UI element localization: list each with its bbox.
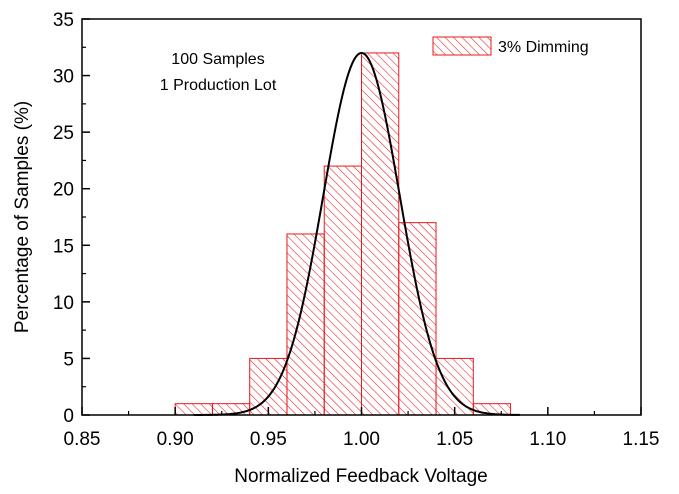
x-tick-label: 1.15 [623,429,660,450]
annotation-production-lot: 1 Production Lot [160,77,277,94]
y-tick-label: 25 [53,123,74,144]
histogram-bar-4 [323,165,363,416]
y-axis-title: Percentage of Samples (%) [12,101,33,333]
x-tick-label: 1.00 [343,429,380,450]
x-tick-label: 1.10 [529,429,566,450]
histogram-bar-0 [174,403,213,416]
x-tick-label: 0.95 [250,429,287,450]
histogram-bar-5 [361,52,400,416]
y-axis-ticks: 0 5 10 15 20 25 30 35 [53,10,90,427]
annotation-sample-count: 100 Samples [171,51,264,68]
y-tick-label: 0 [63,406,74,427]
histogram-bar-3 [286,233,325,416]
gaussian-fit-curve [193,51,520,416]
y-tick-label: 20 [53,180,74,201]
x-axis-title: Normalized Feedback Voltage [234,466,487,487]
histogram-bar-6 [398,222,437,416]
y-tick-label: 10 [53,293,74,314]
x-tick-label: 1.05 [436,429,473,450]
y-tick-label: 5 [63,349,74,370]
x-axis-ticks: 0.85 0.90 0.95 1.00 1.05 1.10 1.15 [64,407,660,450]
x-tick-label: 0.85 [64,429,101,450]
legend-label: 3% Dimming [498,39,589,56]
histogram-bars [174,52,512,416]
legend: 3% Dimming [432,36,589,56]
legend-swatch [432,36,492,56]
y-tick-label: 35 [53,10,74,31]
y-tick-label: 30 [53,67,74,88]
x-tick-label: 0.90 [157,429,194,450]
y-tick-label: 15 [53,236,74,257]
